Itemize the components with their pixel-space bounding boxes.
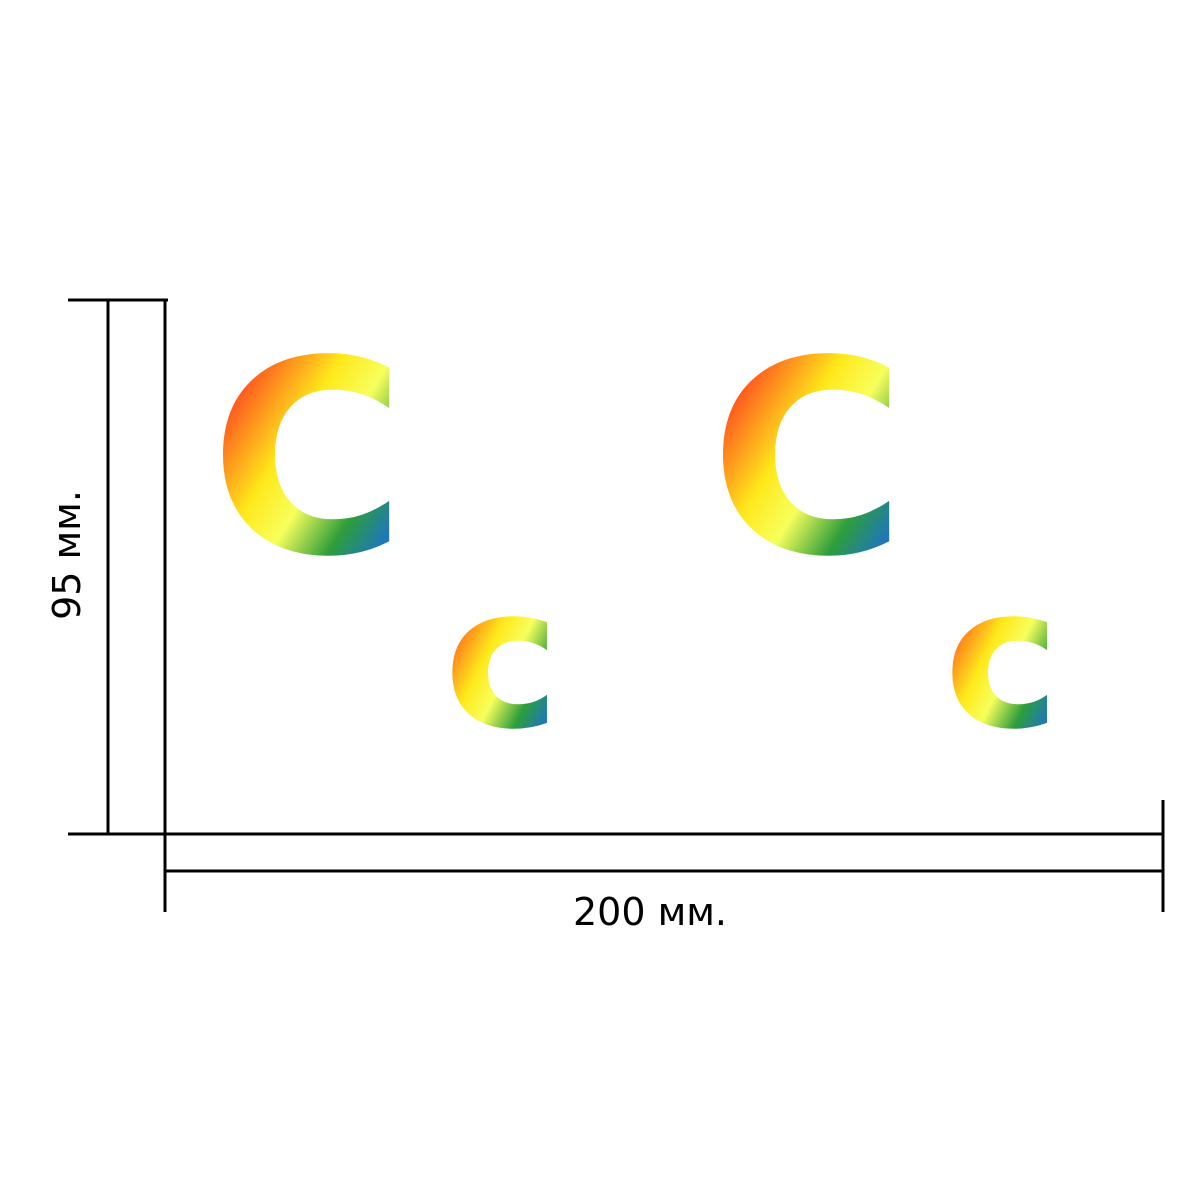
letter-small-1: c [444, 545, 560, 773]
letter-large-2: C [710, 304, 907, 616]
letter-large-1: C [210, 304, 407, 616]
letter-small-2: c [944, 545, 1060, 773]
letters-group: C c C c [210, 304, 1060, 773]
width-dimension [163, 800, 1165, 912]
width-label: 200 мм. [573, 890, 727, 934]
height-label: 95 мм. [45, 490, 89, 620]
height-dimension [68, 298, 168, 836]
